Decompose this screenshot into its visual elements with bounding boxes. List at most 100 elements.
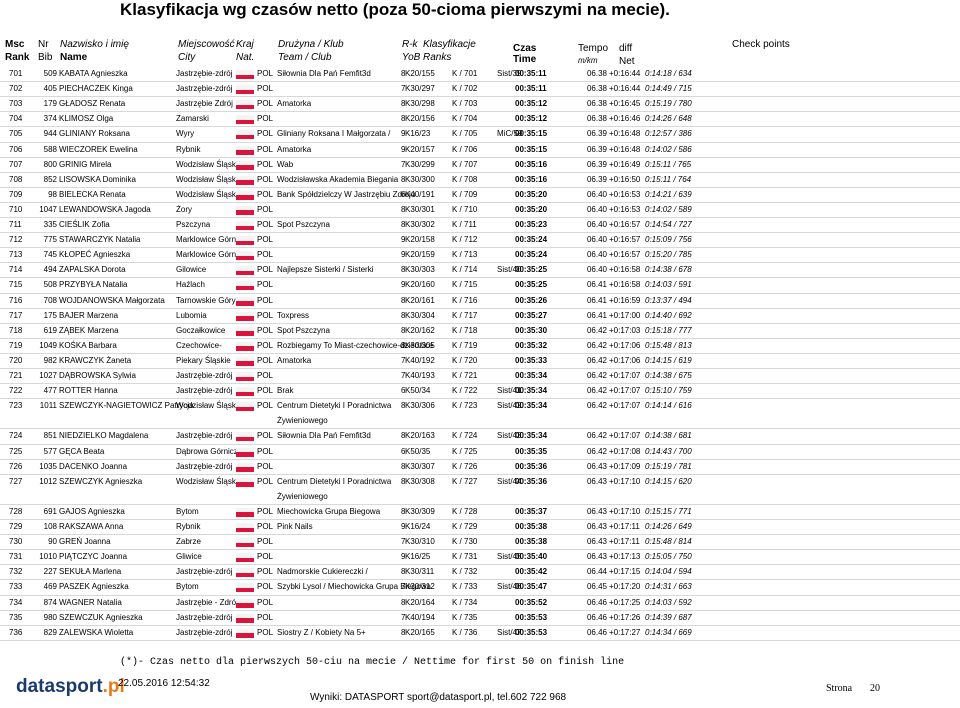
cell-msc: 704: [9, 114, 23, 124]
flag: [236, 402, 254, 412]
cell-diff: +0:17:06: [609, 355, 641, 365]
cell-tempo: 06.44: [586, 567, 607, 577]
cell-name: GĘCA Beata: [59, 446, 105, 456]
cell-cls1: K16/24: [405, 522, 431, 531]
cell-name: BIELECKA Renata: [59, 189, 126, 199]
cell-cls2: K / 730: [452, 537, 478, 547]
cell-net: 0:14:15 / 620: [645, 476, 692, 486]
cell-city: Jastrzębie-zdrój: [176, 627, 233, 637]
cell-nr: 829: [43, 627, 57, 637]
cell-net: 0:15:05 / 750: [645, 552, 692, 562]
row-separator: [0, 473, 960, 475]
cell-diff: +0:17:27: [609, 627, 641, 637]
row-separator: [0, 579, 960, 581]
cell-msc: 709: [9, 189, 23, 199]
cell-nr: 335: [43, 220, 57, 229]
cell-city: Wodzisław Śląski: [176, 401, 238, 411]
row-separator: [0, 519, 960, 520]
cell-nr: 469: [43, 582, 57, 592]
cell-diff: +0:16:53: [609, 204, 641, 214]
cell-tempo: 06.41: [586, 280, 607, 290]
flag: [236, 387, 254, 397]
cell-city: Jastrzębie-zdrój: [176, 386, 233, 396]
cell-club: Siostry Z / Kobiety Na 5+: [277, 627, 366, 637]
cell-tempo: 06.43: [586, 552, 607, 562]
cell-tempo: 06.38: [586, 99, 607, 109]
cell-msc: 703: [9, 99, 23, 109]
cell-city: Wodzisław Śląski: [176, 189, 238, 199]
header-cell: Team / Club: [278, 52, 332, 63]
cell-cls1: K20/155: [405, 69, 435, 78]
cell-yob: 8: [401, 476, 406, 486]
row-separator: [0, 549, 960, 551]
cell-nr: 227: [43, 567, 57, 577]
cell-nr: 1035: [39, 461, 57, 471]
row-separator: [0, 262, 960, 264]
cell-diff: +0:16:58: [609, 280, 641, 290]
cell-diff: +0:17:15: [609, 567, 641, 577]
cell-cls2: K / 701: [452, 69, 478, 78]
cell-tempo: 06.42: [586, 371, 607, 380]
page-label: Strona: [826, 683, 853, 694]
row-separator: [0, 307, 960, 309]
cell-nr: 90: [48, 537, 57, 547]
cell-msc: 712: [9, 235, 23, 245]
cell-city: Czechowice-: [176, 340, 222, 350]
flag: [236, 613, 254, 623]
cell-yob: 8: [401, 597, 406, 607]
print-date: 22.05.2016 12:54:32: [118, 678, 210, 689]
cell-yob: 7: [401, 355, 406, 365]
cell-yob: 8: [401, 401, 406, 411]
cell-diff: +0:17:07: [609, 371, 641, 380]
cell-time: 00:35:34: [515, 401, 548, 411]
cell-cls3: Sist/45: [497, 552, 522, 562]
cell-tempo: 06.39: [586, 159, 607, 169]
cell-name: ZALEWSKA Wioletta: [59, 627, 134, 637]
cell-diff: +0:16:44: [609, 69, 641, 78]
cell-net: 0:14:15 / 619: [645, 355, 692, 365]
cell-yob: 8: [401, 204, 406, 214]
cell-city: Bytom: [176, 506, 199, 516]
cell-nr: 982: [43, 355, 57, 365]
row-separator: [0, 624, 960, 626]
row-separator: [0, 458, 960, 460]
cell-time: 00:35:30: [515, 325, 548, 335]
cell-nat: POL: [257, 69, 274, 78]
cell-time: 00:35:15: [515, 144, 548, 154]
cell-nr: 1047: [39, 204, 57, 214]
header-cell: Ranks: [423, 52, 452, 63]
cell-nat: POL: [257, 235, 274, 245]
cell-nat: POL: [257, 597, 274, 607]
cell-msc: 715: [9, 280, 23, 290]
cell-nat: POL: [257, 174, 274, 184]
cell-yob: 9: [401, 552, 406, 562]
cell-nat: POL: [257, 506, 274, 516]
row-separator: [0, 368, 960, 369]
cell-cls2: K / 719: [452, 340, 478, 350]
cell-name: WAGNER Natalia: [59, 597, 122, 607]
cell-nr: 577: [43, 446, 57, 456]
flag: [236, 266, 254, 276]
cell-city: Wyry: [176, 129, 195, 139]
row-separator: [0, 292, 960, 294]
flag: [236, 447, 254, 457]
flag: [236, 523, 254, 532]
flag: [236, 70, 254, 79]
cell-yob: 6: [401, 189, 406, 199]
cell-cls2: K / 724: [452, 431, 478, 441]
cell-nr: 691: [43, 506, 57, 516]
cell-msc: 736: [9, 627, 23, 637]
cell-nr: 980: [43, 612, 57, 622]
cell-cls1: K30/300: [405, 174, 435, 184]
cell-nr: 508: [43, 280, 57, 290]
cell-cls3: MiC/59: [497, 129, 523, 139]
flag: [236, 251, 254, 261]
cell-yob: 9: [401, 522, 406, 531]
cell-yob: 6: [401, 386, 406, 396]
cell-nat: POL: [257, 552, 274, 562]
cell-msc: 718: [9, 325, 23, 335]
cell-yob: 8: [401, 506, 406, 516]
cell-cls1: K30/312: [405, 582, 435, 592]
logo-text: datasport: [16, 676, 103, 697]
logo: datasport.pl: [16, 676, 125, 698]
